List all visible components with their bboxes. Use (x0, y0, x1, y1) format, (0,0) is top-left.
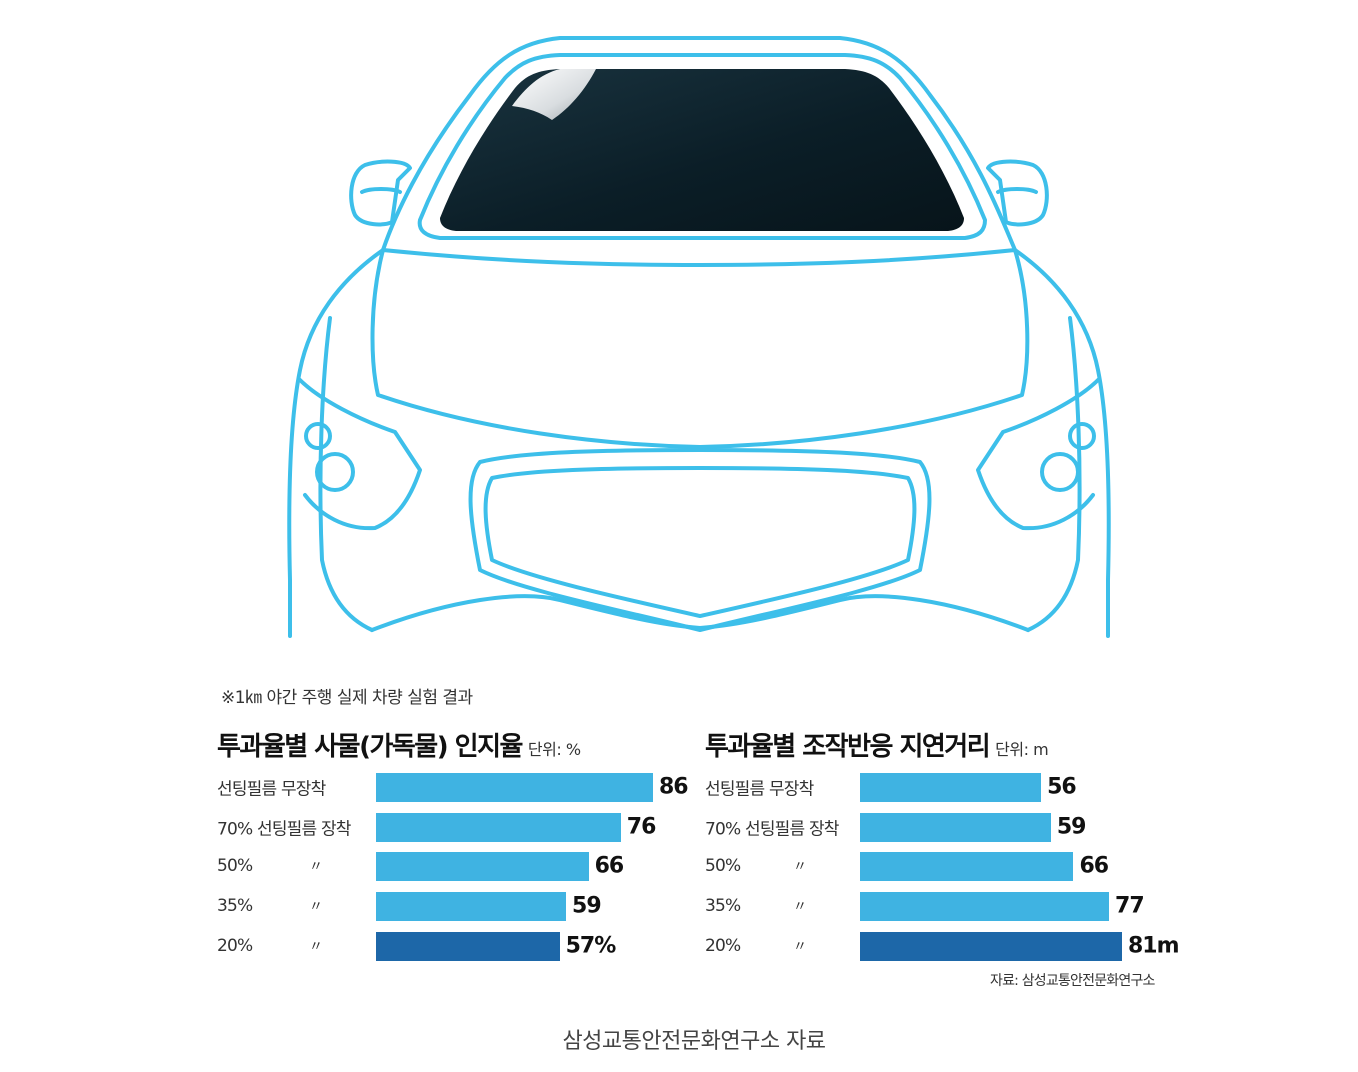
grille-outer (468, 448, 932, 632)
ditto-mark: 〃 (309, 939, 323, 955)
bar (376, 892, 567, 921)
headlight-right-lamp1 (1040, 452, 1080, 492)
bar (860, 773, 1042, 802)
mirror-left (349, 159, 412, 227)
category-label: 선팅필름 무장착 (705, 779, 814, 800)
bar-value-label: 76 (626, 814, 657, 840)
ditto-mark: 〃 (309, 899, 323, 915)
headlight-right-lamp2 (1068, 422, 1096, 450)
body-left (287, 248, 385, 638)
mirror-right (986, 159, 1049, 227)
category-label: 20% (705, 936, 741, 956)
mirror-right-inner (996, 187, 1038, 194)
bar (376, 932, 560, 961)
windshield-tint (440, 69, 964, 231)
category-label: 20% (217, 936, 253, 956)
category-label: 70% 선팅필름 장착 (217, 819, 351, 840)
ditto-mark: 〃 (793, 939, 807, 955)
image-caption: 삼성교통안전문화연구소 자료 (562, 1029, 826, 1054)
bar-value-label: 56 (1047, 774, 1077, 800)
fender-right (1026, 316, 1082, 632)
chart-unit-label: 단위: % (527, 740, 581, 759)
ditto-mark: 〃 (793, 859, 807, 875)
headlight-right (976, 378, 1100, 531)
bar-value-label: 59 (1056, 814, 1087, 840)
chart-title-text: 투과율별 사물(가독물) 인지율 (217, 732, 523, 762)
cabin-outline (381, 36, 1017, 252)
car-illustration (287, 36, 1111, 638)
grille-inner (483, 466, 917, 618)
chart-title-text: 투과율별 조작반응 지연거리 (705, 732, 991, 762)
category-label: 50% (705, 856, 741, 876)
mirror-left-inner (360, 187, 402, 194)
category-label: 선팅필름 무장착 (217, 779, 326, 800)
experiment-note: ※1㎞ 야간 주행 실제 차량 실험 결과 (221, 688, 473, 708)
bar (376, 773, 653, 802)
source-credit: 자료: 삼성교통안전문화연구소 (990, 973, 1155, 989)
headlight-left-lamp1 (315, 452, 355, 492)
ditto-mark: 〃 (309, 859, 323, 875)
chart-title-recognition: 투과율별 사물(가독물) 인지율 단위: % (217, 726, 581, 763)
bar (376, 813, 621, 842)
category-label: 70% 선팅필름 장착 (705, 819, 839, 840)
bar-value-label: 77 (1115, 893, 1145, 919)
bar (860, 892, 1110, 921)
bar-value-label: 66 (594, 853, 625, 879)
bar (860, 932, 1122, 961)
bar-value-label: 66 (1079, 853, 1109, 879)
body-right (1013, 248, 1111, 638)
headlight-left (298, 378, 422, 531)
ditto-mark: 〃 (793, 899, 807, 915)
chart-unit-label: 단위: m (995, 740, 1049, 759)
bumper-line (370, 594, 1030, 632)
category-label: 50% (217, 856, 253, 876)
bar-value-label: 86 (659, 774, 689, 800)
bar (376, 852, 589, 881)
bar-value-label: 81m (1128, 933, 1180, 959)
bar-value-label: 57% (565, 933, 617, 959)
chart-title-delay: 투과율별 조작반응 지연거리 단위: m (705, 726, 1049, 763)
hood-outline (370, 248, 1030, 449)
headlight-left-lamp2 (304, 422, 332, 450)
peel-icon (512, 69, 596, 120)
bar (860, 852, 1074, 881)
bar-value-label: 59 (572, 893, 602, 919)
category-label: 35% (217, 896, 253, 916)
category-label: 35% (705, 896, 741, 916)
bar (860, 813, 1051, 842)
fender-left (318, 316, 374, 632)
windshield-frame (417, 53, 987, 240)
